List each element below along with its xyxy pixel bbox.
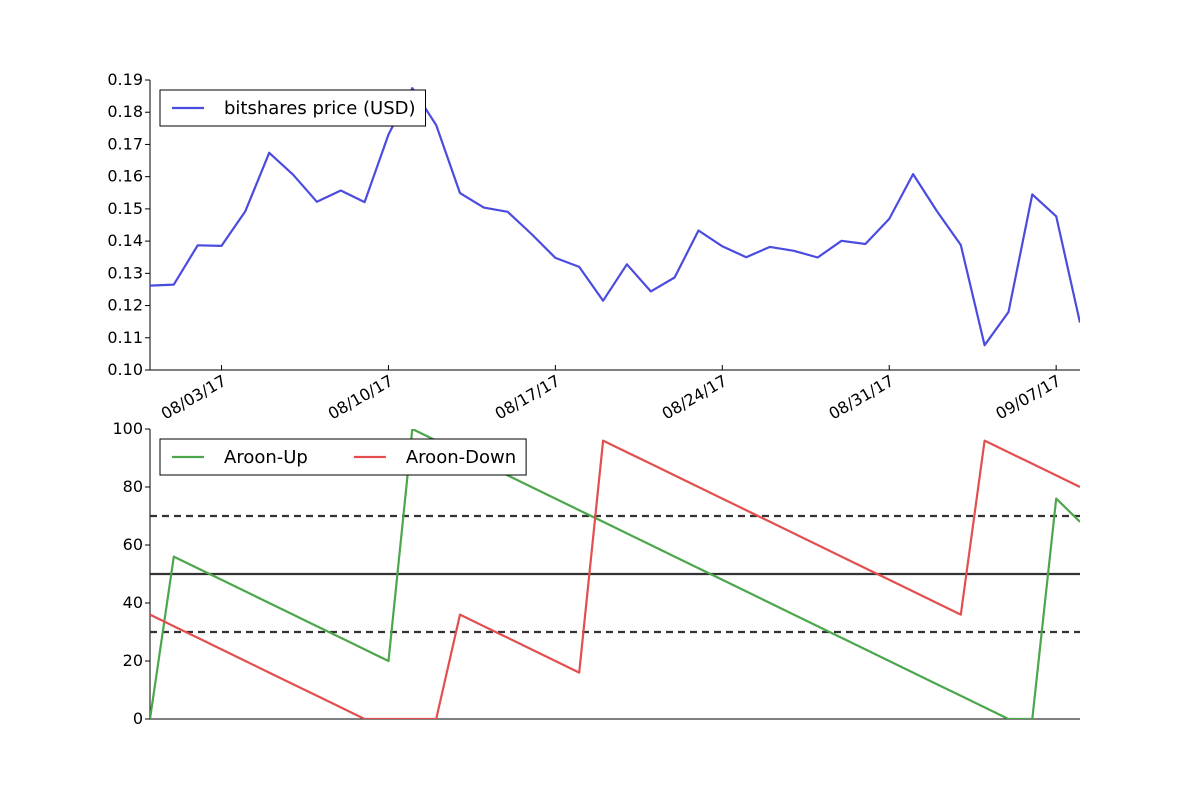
series-line-aroon-down: [150, 439, 1080, 719]
y-tick-label: 0.14: [107, 231, 143, 250]
y-tick-label: 0.16: [107, 167, 143, 186]
aroon-panel: 0 20 40 60 80 100 Aroon-Up Aroon-Down: [112, 419, 1080, 728]
y-tick-label: 0: [133, 709, 143, 728]
y-tick-label: 0.19: [107, 70, 143, 89]
legend-label: Aroon-Down: [406, 447, 516, 468]
series-line-aroon-up: [150, 429, 1080, 719]
y-tick-label: 100: [112, 419, 143, 438]
legend: bitshares price (USD): [159, 89, 427, 127]
y-tick-label: 60: [123, 535, 143, 554]
legend-label: bitshares price (USD): [224, 98, 416, 119]
y-tick-label: 0.17: [107, 134, 143, 153]
legend-box: [159, 89, 427, 127]
legend-box: [159, 438, 527, 476]
y-tick-label: 0.15: [107, 199, 143, 218]
y-tick-label: 0.10: [107, 360, 143, 379]
legend-label: Aroon-Up: [224, 447, 308, 468]
y-tick-label: 0.11: [107, 328, 143, 347]
y-tick-label: 0.18: [107, 102, 143, 121]
series-line-bitshares-price-usd: [150, 86, 1080, 347]
y-tick-label: 20: [123, 651, 143, 670]
y-tick-label: 0.12: [107, 296, 143, 315]
legend: Aroon-Up Aroon-Down: [159, 438, 527, 476]
y-tick-label: 40: [123, 593, 143, 612]
y-tick-label: 80: [123, 477, 143, 496]
y-tick-label: 0.13: [107, 263, 143, 282]
